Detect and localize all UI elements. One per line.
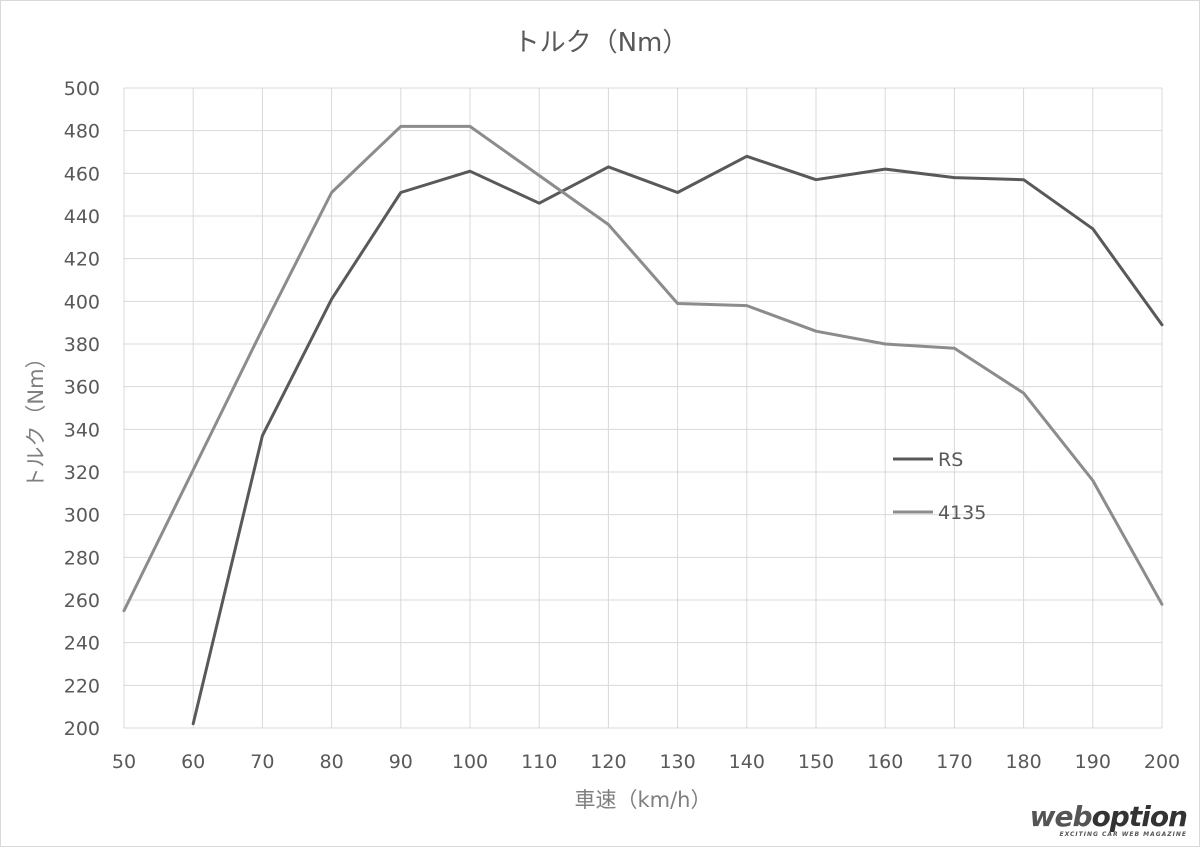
x-tick-label: 140 (729, 751, 765, 773)
web-option-logo: weboption EXCITING CAR WEB MAGAZINE (1029, 800, 1188, 838)
x-tick-label: 170 (936, 751, 972, 773)
x-tick-label: 100 (452, 751, 488, 773)
x-tick-label: 50 (112, 751, 136, 773)
x-tick-label: 70 (250, 751, 274, 773)
series-line-4135 (122, 124, 1164, 613)
y-tick-label: 300 (64, 505, 100, 527)
x-tick-label: 160 (867, 751, 903, 773)
x-tick-label: 130 (659, 751, 695, 773)
x-tick-label: 200 (1144, 751, 1180, 773)
x-tick-label: 150 (798, 751, 834, 773)
x-tick-label: 190 (1075, 751, 1111, 773)
x-tick-label: 180 (1005, 751, 1041, 773)
y-tick-label: 420 (64, 249, 100, 271)
x-axis-title: 車速（km/h） (574, 788, 711, 812)
y-tick-label: 320 (64, 462, 100, 484)
y-axis-title: トルク（Nm） (24, 347, 48, 488)
y-tick-label: 440 (64, 206, 100, 228)
y-tick-label: 280 (64, 547, 100, 569)
chart-title: トルク（Nm） (514, 28, 689, 58)
y-tick-label: 220 (64, 675, 100, 697)
x-tick-label: 110 (521, 751, 557, 773)
y-tick-label: 380 (64, 334, 100, 356)
y-tick-label: 480 (64, 121, 100, 143)
x-tick-label: 80 (320, 751, 344, 773)
x-tick-label: 90 (389, 751, 413, 773)
y-tick-label: 500 (64, 78, 100, 100)
x-tick-label: 60 (181, 751, 205, 773)
y-tick-label: 360 (64, 377, 100, 399)
logo-tagline: EXCITING CAR WEB MAGAZINE (1059, 831, 1187, 838)
y-tick-label: 460 (64, 163, 100, 185)
logo-wordmark: weboption (1029, 800, 1188, 833)
y-tick-label: 260 (64, 590, 100, 612)
y-tick-label: 200 (64, 718, 100, 740)
y-tick-label: 240 (64, 633, 100, 655)
legend-label: 4135 (938, 502, 986, 524)
y-tick-label: 400 (64, 291, 100, 313)
series-line-rs (191, 154, 1164, 726)
x-tick-label: 120 (590, 751, 626, 773)
y-tick-label: 340 (64, 419, 100, 441)
legend-label: RS (938, 449, 963, 471)
